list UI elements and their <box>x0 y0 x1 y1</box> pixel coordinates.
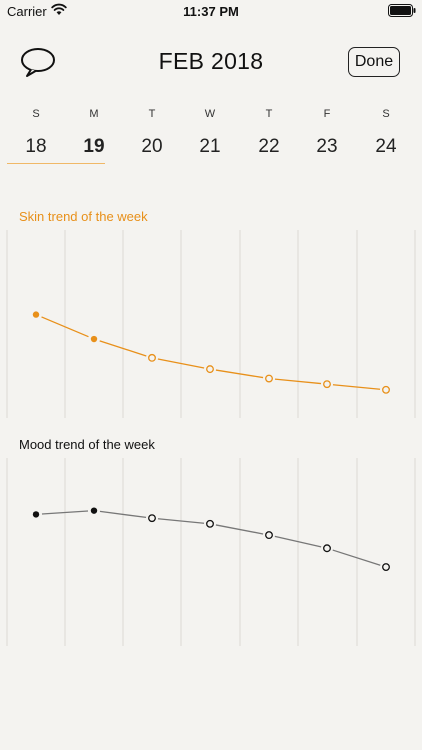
weekday-letter: S <box>382 108 390 120</box>
skin-chart-title: Skin trend of the week <box>19 209 148 224</box>
mood-point-22 <box>265 531 273 540</box>
mood-line-segment <box>274 535 322 548</box>
day-19-selected[interactable]: 19 <box>83 136 105 157</box>
skin-point-19 <box>90 335 98 343</box>
day-23[interactable]: 23 <box>316 136 338 157</box>
mood-point-24 <box>382 563 390 571</box>
status-bar: Carrier 11:37 PM <box>0 0 422 24</box>
wifi-icon <box>51 3 67 15</box>
carrier-label: Carrier <box>7 4 47 19</box>
battery-icon <box>388 4 416 17</box>
clock-time: 11:37 PM <box>183 4 239 19</box>
skin-point-24 <box>382 385 390 394</box>
mood-point-23 <box>323 544 331 553</box>
mood-point-18 <box>32 511 40 518</box>
skin-point-23 <box>323 380 331 389</box>
mood-chart-title: Mood trend of the week <box>19 437 155 452</box>
skin-line-segment <box>332 384 381 390</box>
skin-line-segment <box>157 358 205 369</box>
speech-bubble-icon <box>21 48 55 77</box>
day-18[interactable]: 18 <box>25 136 47 157</box>
weekday-letter: W <box>204 108 216 120</box>
skin-line-segment <box>274 378 322 385</box>
selected-day-underline <box>7 163 105 164</box>
skin-point-18 <box>32 311 40 318</box>
skin-line-segment <box>215 369 264 379</box>
chat-button[interactable] <box>18 46 58 80</box>
mood-point-20 <box>148 514 156 523</box>
mood-line-segment <box>215 524 264 535</box>
skin-line-segment <box>99 340 147 357</box>
month-title: FEB 2018 <box>158 48 264 74</box>
weekday-letter: M <box>89 108 99 120</box>
weekday-letter: F <box>323 108 331 120</box>
day-22[interactable]: 22 <box>258 136 280 157</box>
mood-line-segment <box>99 510 147 519</box>
done-button[interactable]: Done <box>348 47 400 77</box>
day-20[interactable]: 20 <box>141 136 163 157</box>
weekday-letter: T <box>148 108 156 120</box>
skin-trend-chart <box>6 230 416 418</box>
mood-point-21 <box>206 519 214 528</box>
day-24[interactable]: 24 <box>375 136 397 157</box>
weekday-letter: S <box>32 108 40 120</box>
skin-line-segment <box>41 316 89 338</box>
day-21[interactable]: 21 <box>199 136 221 157</box>
mood-line-segment <box>157 518 205 524</box>
mood-line-segment <box>41 510 89 515</box>
mood-line-segment <box>332 549 381 566</box>
skin-point-21 <box>206 365 214 374</box>
mood-trend-chart <box>6 458 416 646</box>
skin-point-20 <box>148 353 156 362</box>
weekday-letter: T <box>265 108 273 120</box>
skin-point-22 <box>265 374 273 383</box>
mood-point-19 <box>90 507 98 514</box>
